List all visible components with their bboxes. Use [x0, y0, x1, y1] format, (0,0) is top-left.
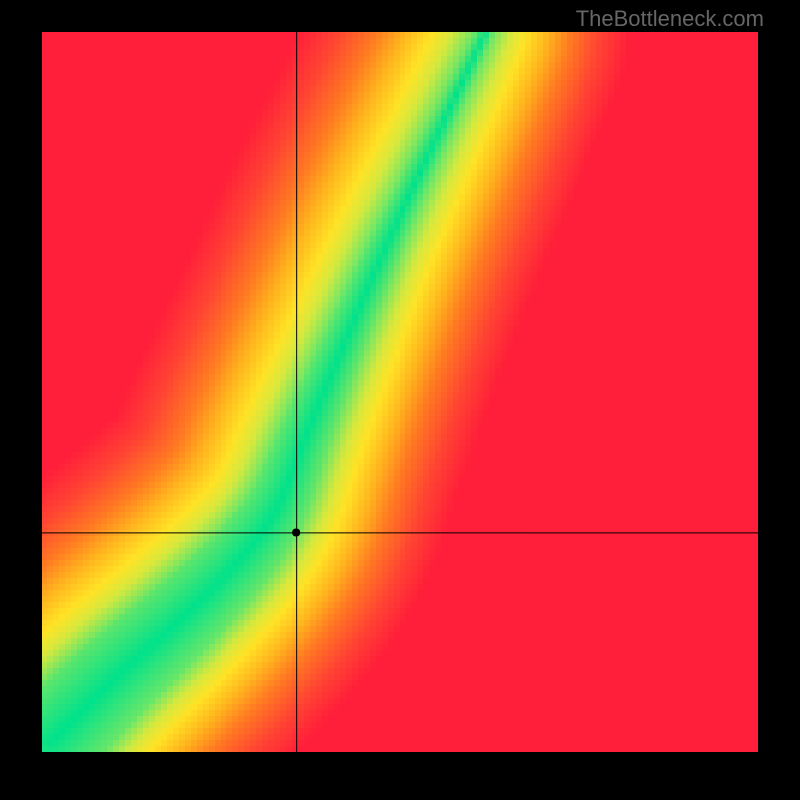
- watermark-text: TheBottleneck.com: [576, 6, 764, 32]
- bottleneck-heatmap: [42, 32, 758, 752]
